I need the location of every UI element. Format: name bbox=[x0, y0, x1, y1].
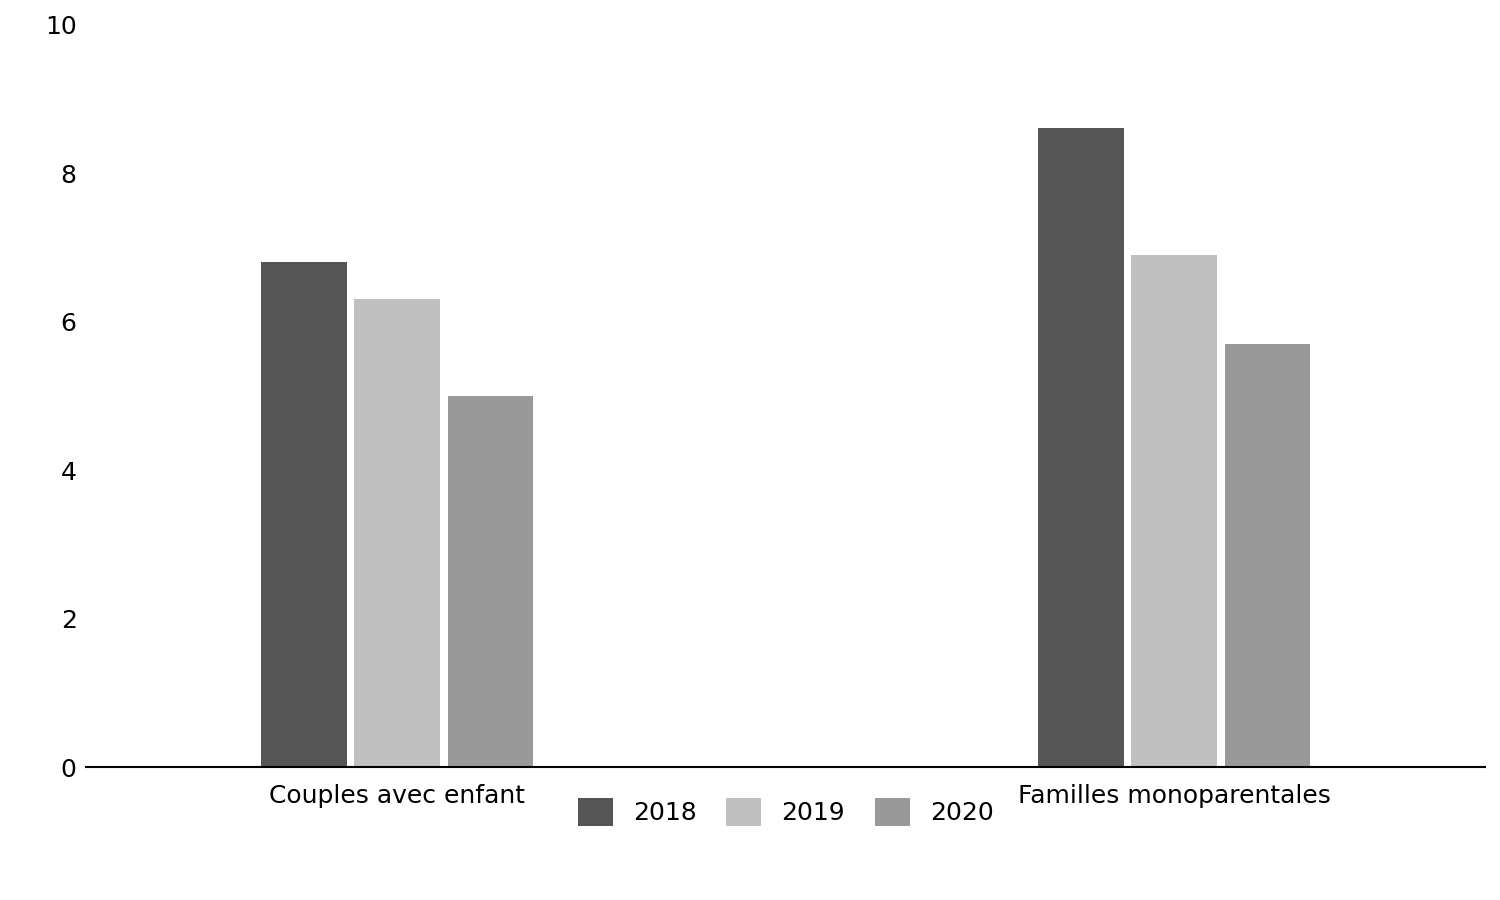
Bar bbox=[1038, 129, 1124, 768]
Bar bbox=[354, 300, 440, 768]
Bar bbox=[447, 396, 534, 768]
Legend: 2018, 2019, 2020: 2018, 2019, 2020 bbox=[567, 788, 1004, 836]
Bar bbox=[1224, 344, 1311, 768]
Bar bbox=[261, 262, 346, 768]
Bar bbox=[1131, 255, 1216, 768]
